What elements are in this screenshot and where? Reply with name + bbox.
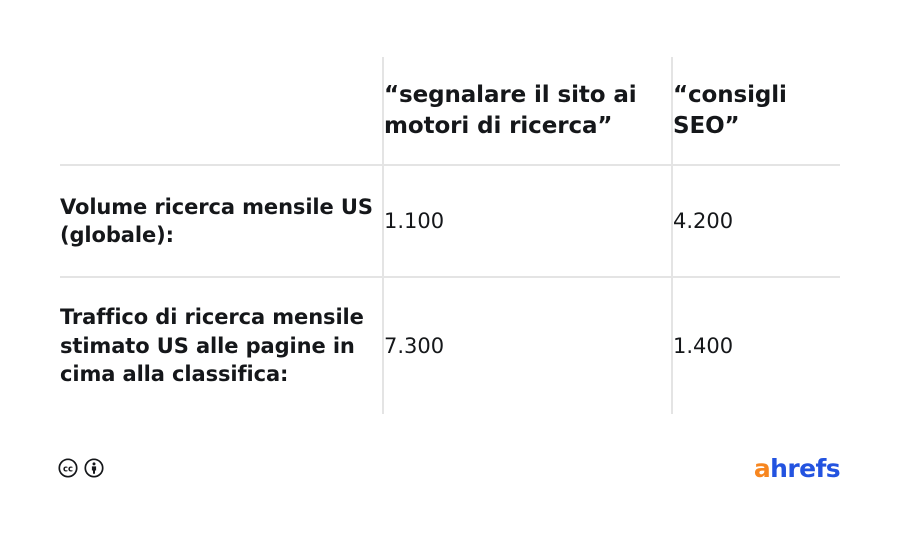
table-header-term-1: “segnalare il sito ai motori di ricerca” [382, 57, 672, 165]
keyword-comparison-table: “segnalare il sito ai motori di ricerca”… [60, 57, 840, 414]
svg-text:cc: cc [63, 463, 73, 473]
table-header: “segnalare il sito ai motori di ricerca”… [60, 57, 840, 165]
table-body: Volume ricerca mensile US (globale): 1.1… [60, 164, 840, 414]
table-header-row: “segnalare il sito ai motori di ricerca”… [60, 57, 840, 165]
table-header-empty-cell [60, 57, 383, 165]
table-row: Traffico di ricerca mensile stimato US a… [60, 276, 840, 414]
license-icons: cc [58, 458, 104, 478]
creative-commons-by-icon [84, 458, 104, 478]
footer: cc ahrefs [0, 450, 900, 498]
ahrefs-logo-text: hrefs [770, 454, 840, 483]
row-label-estimated-monthly-traffic: Traffico di ricerca mensile stimato US a… [60, 276, 383, 414]
ahrefs-logo-accent-letter: a [753, 454, 771, 483]
row-label-monthly-search-volume: Volume ricerca mensile US (globale): [60, 164, 383, 277]
table-row: Volume ricerca mensile US (globale): 1.1… [60, 164, 840, 277]
ahrefs-logo: ahrefs [753, 454, 841, 483]
row-1-value-term-1: 7.300 [382, 276, 672, 414]
row-1-value-term-2: 1.400 [671, 276, 840, 414]
creative-commons-icon: cc [58, 458, 78, 478]
row-0-value-term-1: 1.100 [382, 164, 672, 277]
table-header-term-2: “consigli SEO” [671, 57, 840, 165]
row-0-value-term-2: 4.200 [671, 164, 840, 277]
